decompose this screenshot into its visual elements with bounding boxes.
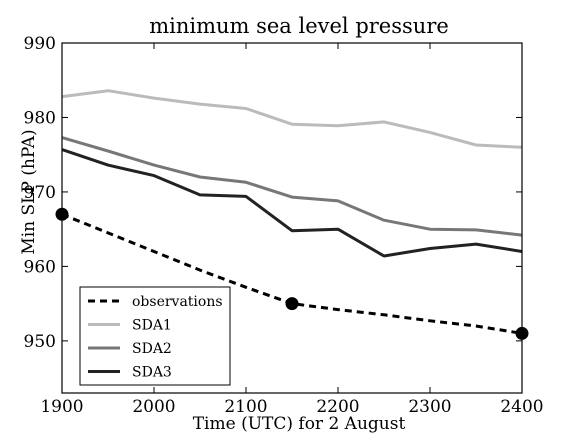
legend-box xyxy=(79,286,231,386)
y-tick-label: 970 xyxy=(24,183,56,203)
series-line-sda2 xyxy=(62,136,522,237)
plot-frame xyxy=(61,42,523,394)
x-tick-label: 1900 xyxy=(40,397,83,417)
x-axis-title: Time (UTC) for 2 August xyxy=(193,414,406,434)
plot-area xyxy=(55,89,529,340)
x-tick-label: 2400 xyxy=(500,397,543,417)
x-tick-label: 2100 xyxy=(224,397,267,417)
series-line-sda3 xyxy=(62,148,522,258)
y-tick-label: 990 xyxy=(24,34,56,54)
legend-label-sda2: SDA2 xyxy=(132,341,172,357)
legend-label-sda1: SDA1 xyxy=(132,318,172,334)
observation-point xyxy=(285,297,299,311)
legend-label-observations: observations xyxy=(132,294,223,310)
legend-label-sda3: SDA3 xyxy=(132,365,172,381)
x-tick-label: 2200 xyxy=(316,397,359,417)
y-tick-label: 950 xyxy=(24,332,56,352)
y-tick-label: 960 xyxy=(24,257,56,277)
x-tick-label: 2300 xyxy=(408,397,451,417)
y-axis-title: Min SLP (hPA) xyxy=(19,129,39,254)
axes: 1900 2000 2100 2200 2300 2400 950 960 970 980 990 xyxy=(24,34,544,417)
legend: observations SDA1 SDA2 SDA3 xyxy=(79,286,231,386)
series-line-sda1 xyxy=(62,89,522,149)
x-tick-label: 2000 xyxy=(132,397,175,417)
y-tick-label: 980 xyxy=(24,108,56,128)
chart-title: minimum sea level pressure xyxy=(149,14,449,38)
